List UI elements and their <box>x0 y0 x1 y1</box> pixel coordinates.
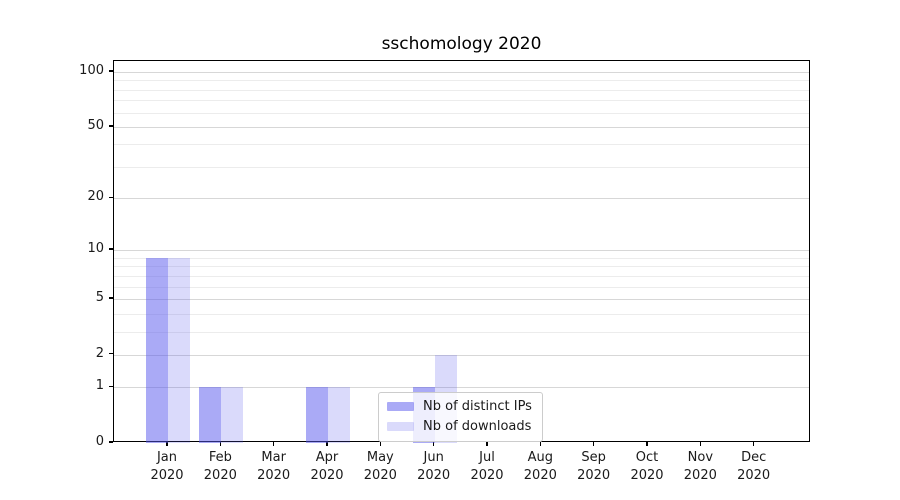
x-tick-label: Mar 2020 <box>239 449 309 485</box>
x-tick-mark <box>219 442 222 446</box>
x-tick-label: Sep 2020 <box>559 449 629 485</box>
legend-item-label: Nb of distinct IPs <box>423 399 532 414</box>
x-tick-label: Apr 2020 <box>292 449 362 485</box>
gridline-major <box>114 298 809 300</box>
plot-area <box>113 60 810 443</box>
x-tick-label: Oct 2020 <box>612 449 682 485</box>
gridline-minor <box>114 166 809 168</box>
y-tick-label: 10 <box>87 241 104 257</box>
x-tick-label-line: 2020 <box>150 468 184 483</box>
bar-nb-of-distinct-ips-apr <box>305 387 328 443</box>
y-tick-mark <box>109 125 113 127</box>
gridline-minor <box>114 275 809 277</box>
y-tick-mark <box>109 385 113 388</box>
gridline-major <box>114 72 809 73</box>
x-tick-label: Aug 2020 <box>505 449 575 485</box>
x-tick-mark <box>752 442 755 446</box>
gridline-minor <box>114 257 809 259</box>
x-tick-mark <box>432 442 435 446</box>
x-tick-label-line: 2020 <box>310 468 344 483</box>
x-tick-label-line: 2020 <box>363 468 397 483</box>
x-tick-label: May 2020 <box>345 449 415 485</box>
y-tick-mark <box>109 441 113 443</box>
x-tick-label: Jun 2020 <box>399 449 469 485</box>
x-tick-mark <box>539 442 542 446</box>
x-tick-mark <box>166 442 168 446</box>
x-tick-mark <box>272 442 275 446</box>
y-tick-mark <box>109 352 113 355</box>
x-tick-label-line: 2020 <box>257 468 291 483</box>
x-tick-label-line: 2020 <box>523 468 557 483</box>
x-tick-label: Nov 2020 <box>665 449 735 485</box>
y-tick-label: 0 <box>95 434 104 449</box>
bar-nb-of-downloads-apr <box>327 387 350 443</box>
x-tick-label-line: Jul <box>479 450 495 465</box>
gridline-major <box>114 250 809 252</box>
gridline-minor <box>114 144 809 146</box>
x-tick-label-line: Apr <box>315 450 339 465</box>
gridline-major <box>114 354 809 356</box>
x-tick-label-line: 2020 <box>470 468 504 483</box>
x-tick-label-line: Aug <box>527 450 554 465</box>
y-tick-label: 2 <box>95 345 104 361</box>
y-tick-label: 5 <box>95 289 104 305</box>
bar-nb-of-downloads-jan <box>168 257 190 443</box>
x-tick-mark <box>486 442 488 446</box>
x-tick-label: Jul 2020 <box>452 449 522 485</box>
gridline-minor <box>114 313 809 315</box>
gridline-major <box>114 198 809 200</box>
gridline-major <box>114 387 809 389</box>
x-tick-label-line: 2020 <box>577 468 611 483</box>
x-tick-label-line: Nov <box>687 450 714 465</box>
legend-item: Nb of distinct IPs <box>387 398 532 415</box>
y-tick-label: 1 <box>95 378 104 394</box>
x-tick-label-line: Sep <box>581 450 606 465</box>
x-tick-label-line: Oct <box>635 450 659 465</box>
bar-nb-of-distinct-ips-feb <box>199 387 222 443</box>
x-tick-label-line: Jan <box>156 450 178 465</box>
x-tick-label-line: 2020 <box>737 468 771 483</box>
gridline-minor <box>114 112 809 114</box>
legend-swatch <box>387 422 414 431</box>
x-tick-label-line: 2020 <box>417 468 451 483</box>
legend-item-label: Nb of downloads <box>423 419 532 434</box>
legend-swatch <box>387 402 414 411</box>
x-tick-mark <box>699 442 702 446</box>
bar-nb-of-distinct-ips-jan <box>146 257 168 443</box>
gridline-minor <box>114 80 809 82</box>
gridline-minor <box>114 89 809 91</box>
gridline-minor <box>114 286 809 288</box>
x-tick-label-line: Feb <box>208 450 232 465</box>
x-tick-label-line: Jun <box>423 450 444 465</box>
gridline-major <box>114 126 809 128</box>
x-tick-label-line: 2020 <box>630 468 664 483</box>
bar-nb-of-downloads-feb <box>221 387 244 443</box>
x-tick-label: Dec 2020 <box>719 449 789 485</box>
x-tick-label-line: 2020 <box>683 468 717 483</box>
x-tick-label-line: 2020 <box>203 468 237 483</box>
x-tick-label-line: May <box>366 450 394 465</box>
y-tick-mark <box>109 70 113 72</box>
x-tick-label: Jan 2020 <box>132 449 202 485</box>
y-tick-mark <box>109 196 113 198</box>
chart-title: sschomology 2020 <box>381 34 542 54</box>
y-tick-mark <box>109 248 113 250</box>
gridline-minor <box>114 266 809 268</box>
x-tick-mark <box>592 442 595 446</box>
y-tick-mark <box>109 297 113 299</box>
legend-item: Nb of downloads <box>387 418 532 435</box>
y-tick-label: 50 <box>87 117 104 133</box>
x-tick-label-line: Dec <box>741 450 767 465</box>
y-tick-label: 20 <box>87 189 104 205</box>
x-tick-mark <box>379 442 382 446</box>
x-tick-label: Feb 2020 <box>185 449 255 485</box>
x-tick-label-line: Mar <box>261 450 286 465</box>
legend: Nb of distinct IPs Nb of downloads <box>378 392 543 442</box>
x-tick-mark <box>326 442 328 446</box>
x-tick-mark <box>646 442 648 446</box>
gridline-minor <box>114 100 809 102</box>
gridline-minor <box>114 331 809 333</box>
y-tick-label: 100 <box>79 63 104 78</box>
